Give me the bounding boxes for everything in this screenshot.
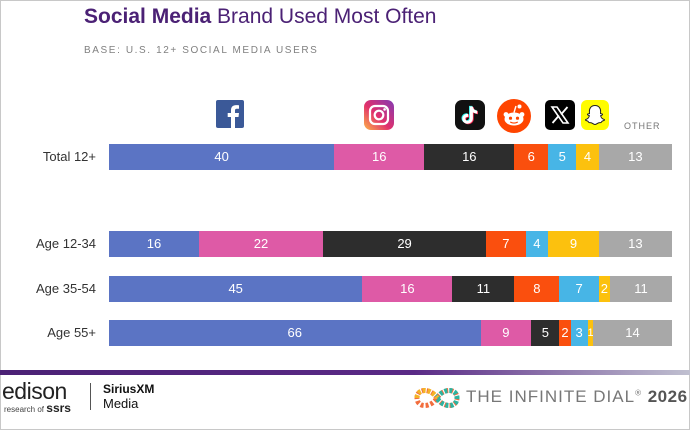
bar-segment-x: 5 [548, 144, 576, 170]
dial-name: THE INFINITE DIAL [466, 387, 635, 406]
bar-segment-snapchat: 2 [599, 276, 610, 302]
siriusxm-logo: SiriusXM [103, 382, 154, 396]
chart-frame [0, 0, 690, 430]
bar-segment-reddit: 8 [514, 276, 559, 302]
other-legend-label: OTHER [624, 121, 661, 131]
bar-segment-x: 4 [526, 231, 549, 257]
bar-segment-x: 7 [559, 276, 598, 302]
row-label: Age 35-54 [0, 276, 96, 302]
bar-segment-tiktok: 16 [424, 144, 514, 170]
bar-segment-tiktok: 5 [531, 320, 559, 346]
snapchat-icon [581, 100, 611, 130]
bar-segment-facebook: 45 [109, 276, 362, 302]
infinite-dial-icon [412, 384, 462, 417]
row-label: Total 12+ [0, 144, 96, 170]
bar-segment-reddit: 7 [486, 231, 525, 257]
bar-segment-facebook: 66 [109, 320, 481, 346]
bar-segment-instagram: 16 [362, 276, 452, 302]
bar-row: 45 16 11 8 7 2 11 [109, 276, 672, 302]
bar-segment-instagram: 16 [334, 144, 424, 170]
bar-segment-snapchat: 4 [576, 144, 599, 170]
instagram-icon [364, 100, 394, 130]
bar-segment-tiktok: 29 [323, 231, 486, 257]
edison-sub: research of ssrs [4, 401, 71, 415]
dial-year: 2026 [648, 387, 688, 406]
bar-segment-instagram: 9 [481, 320, 532, 346]
footer-rule [0, 370, 690, 375]
edison-sub-small: research of [4, 405, 44, 414]
bar-segment-facebook: 40 [109, 144, 334, 170]
bar-row: 16 22 29 7 4 9 13 [109, 231, 672, 257]
bar-segment-other: 13 [599, 231, 672, 257]
chart-subtitle: BASE: U.S. 12+ SOCIAL MEDIA USERS [84, 45, 318, 56]
bar-row: 40 16 16 6 5 4 13 [109, 144, 672, 170]
bar-segment-reddit: 2 [559, 320, 570, 346]
bar-segment-x: 3 [571, 320, 588, 346]
reddit-icon [497, 99, 531, 133]
bar-segment-reddit: 6 [514, 144, 548, 170]
infinite-dial-title: THE INFINITE DIAL® 2026 [466, 387, 688, 407]
edison-sub-bold: ssrs [46, 401, 71, 415]
chart-title: Social Media Brand Used Most Often [84, 5, 437, 29]
bar-segment-other: 14 [593, 320, 672, 346]
bar-segment-facebook: 16 [109, 231, 199, 257]
bar-segment-instagram: 22 [199, 231, 323, 257]
dial-mark: ® [635, 388, 642, 397]
bar-row: 66 9 5 2 3 1 14 [109, 320, 672, 346]
x-icon [545, 100, 575, 130]
title-rest: Brand Used Most Often [211, 5, 436, 28]
bar-segment-snapchat: 9 [548, 231, 599, 257]
bar-segment-tiktok: 11 [452, 276, 514, 302]
bar-segment-other: 11 [610, 276, 672, 302]
row-label: Age 55+ [0, 320, 96, 346]
footer-divider [90, 383, 91, 410]
row-label: Age 12-34 [0, 231, 96, 257]
tiktok-icon [455, 100, 485, 130]
title-bold: Social Media [84, 5, 211, 28]
facebook-icon [216, 100, 246, 130]
siriusxm-media: Media [103, 396, 138, 411]
bar-segment-other: 13 [599, 144, 672, 170]
